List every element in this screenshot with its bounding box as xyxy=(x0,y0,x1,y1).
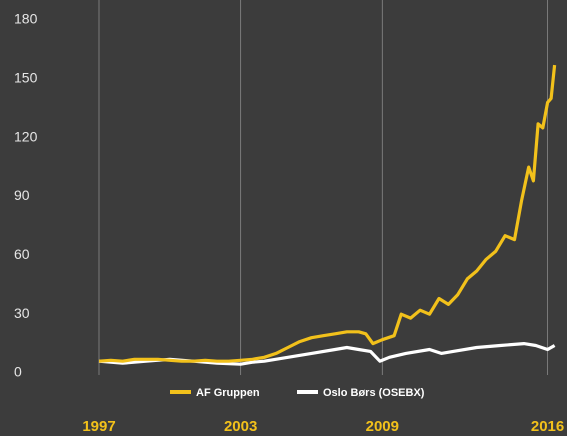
y-tick-label: 180 xyxy=(14,11,38,27)
x-tick-label: 2003 xyxy=(224,418,257,435)
y-tick-label: 30 xyxy=(14,305,30,321)
x-tick-label: 1997 xyxy=(82,418,115,435)
series-line xyxy=(98,64,557,363)
y-tick-label: 0 xyxy=(14,364,22,380)
y-tick-label: 120 xyxy=(14,128,38,144)
x-tick-label: 2016 xyxy=(531,418,564,435)
y-tick-label: 90 xyxy=(14,187,30,203)
legend-label: Oslo Børs (OSEBX) xyxy=(323,387,425,399)
y-tick-label: 60 xyxy=(14,246,30,262)
legend-label: AF Gruppen xyxy=(196,387,260,399)
x-tick-label: 2009 xyxy=(366,418,399,435)
y-tick-label: 150 xyxy=(14,70,38,86)
